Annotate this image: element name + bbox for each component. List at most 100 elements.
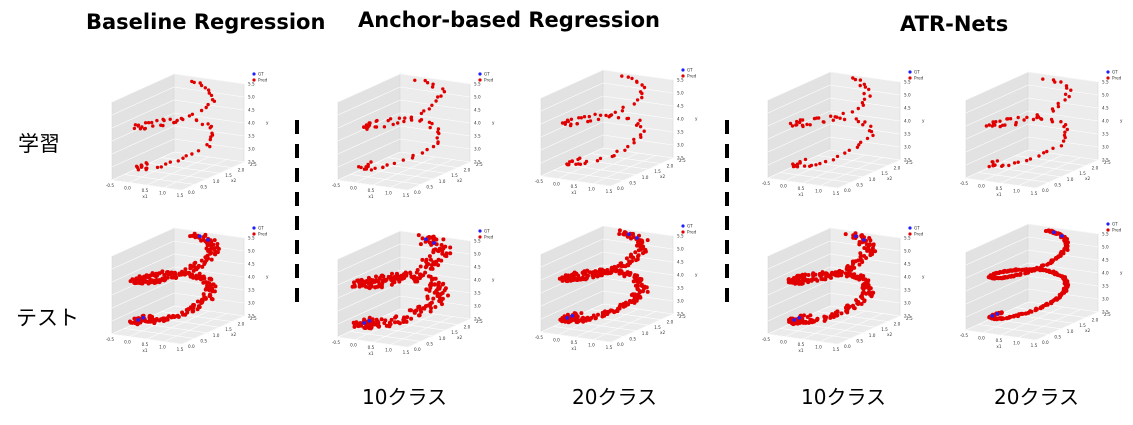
legend-gt-label: GT: [484, 229, 490, 234]
chart-p4: -0.5 0.0 0.5 1.0 1.50.00.51.01.52.02.52.53.0…: [762, 70, 925, 197]
gt-point: [206, 238, 210, 242]
x2-tick-label: 1.5: [654, 169, 661, 174]
pred-point: [431, 296, 436, 301]
x2-tick-label: 0.0: [844, 344, 851, 349]
x2-axis-label: x2: [457, 335, 462, 340]
z-tick-label: 3.5: [677, 130, 684, 135]
grid-line: [829, 71, 901, 83]
pred-point: [130, 320, 135, 325]
pred-point: [132, 126, 137, 131]
pred-point: [630, 259, 634, 264]
grid-line: [837, 315, 901, 345]
x1-tick-label: 0.5: [368, 188, 375, 193]
x2-tick-label: 2.5: [476, 162, 483, 167]
grid-line: [767, 71, 831, 101]
pred-point: [858, 78, 863, 82]
pred-point: [987, 164, 991, 169]
axes-group: -0.5 0.0 0.5 1.0 1.50.00.51.01.52.02.52.53.0…: [762, 71, 925, 197]
pred-point: [148, 313, 153, 318]
x2-tick-label: 0.0: [414, 347, 421, 352]
grid-line: [602, 134, 674, 146]
pred-point: [575, 276, 580, 281]
grid-line: [337, 138, 401, 168]
pred-point: [165, 316, 170, 321]
pred-point: [352, 324, 357, 329]
pred-point: [436, 130, 440, 134]
z-tick-label: 5.0: [1102, 93, 1109, 98]
z-tick-label: 3.0: [677, 143, 684, 148]
pred-point: [208, 293, 213, 298]
pred-point: [851, 303, 855, 308]
x2-tick-label: 0.0: [844, 188, 851, 193]
pred-point: [446, 293, 450, 298]
grid-line: [829, 305, 901, 317]
x2-tick-label: 0.5: [856, 338, 863, 343]
pred-point: [629, 300, 634, 304]
chart-p5: -0.5 0.0 0.5 1.0 1.50.00.51.01.52.02.52.53.0…: [960, 70, 1123, 197]
header-atr: ATR-Nets: [900, 12, 1009, 36]
z-tick-label: 4.0: [904, 119, 911, 124]
pred-point: [436, 285, 441, 290]
pred-point: [366, 125, 370, 129]
x2-tick-label: 1.5: [451, 330, 458, 335]
pred-point: [847, 148, 851, 152]
z-axis-label: y: [492, 277, 495, 282]
x2-tick-label: 1.0: [869, 333, 876, 338]
pred-point: [622, 230, 627, 235]
pred-point: [862, 254, 867, 258]
pred-point: [431, 234, 436, 239]
z-tick-label: 4.0: [904, 275, 911, 280]
pred-point: [209, 296, 214, 301]
z-tick-label: 3.5: [248, 288, 255, 293]
pred-point: [188, 234, 193, 239]
pred-point: [412, 310, 417, 315]
x2-tick-label: 2.5: [476, 319, 483, 324]
z-tick-label: 5.5: [1102, 232, 1109, 237]
pred-point: [603, 309, 607, 314]
grid-line: [337, 99, 401, 129]
pred-series: [132, 79, 217, 172]
x1-tick-label: 1.0: [159, 191, 166, 196]
x1-tick-label: 0.5: [142, 342, 149, 347]
z-tick-label: 3.0: [474, 304, 481, 309]
pred-point: [1049, 117, 1054, 122]
pred-point: [440, 251, 445, 256]
pred-point: [425, 81, 430, 85]
z-tick-label: 5.5: [248, 82, 255, 87]
gt-point: [797, 316, 802, 320]
legend-gt-marker: [908, 226, 912, 230]
pred-point: [1037, 154, 1041, 158]
pred-point: [621, 105, 625, 109]
pred-point: [1051, 78, 1056, 82]
axes-group: -0.5 0.0 0.5 1.0 1.50.00.51.01.52.02.52.53.0…: [535, 225, 698, 351]
pred-point: [418, 242, 423, 247]
axes-group: -0.5 0.0 0.5 1.0 1.50.00.51.01.52.02.52.53.0…: [535, 69, 698, 195]
pred-point: [854, 298, 859, 303]
pred-point: [153, 318, 158, 323]
panel-anchor20-test: -0.5 0.0 0.5 1.0 1.5 0.0 0.5 1.0 1.5 2.0 2.5 2.5 3.0…: [525, 220, 715, 370]
pred-point: [420, 151, 425, 155]
grid-line: [965, 123, 1029, 153]
pred-point: [615, 149, 619, 153]
grid-line: [965, 97, 1029, 127]
pred-point: [374, 125, 379, 129]
pred-point: [802, 313, 806, 318]
pred-point: [210, 98, 215, 102]
pred-point: [827, 273, 832, 278]
x2-tick-label: 0.5: [1054, 334, 1061, 339]
pred-point: [370, 321, 375, 326]
pred-point: [432, 282, 437, 287]
grid-line: [337, 256, 401, 286]
gt-point: [367, 319, 372, 323]
grid-line: [111, 253, 175, 283]
pred-point: [857, 143, 861, 147]
pred-point: [181, 156, 185, 160]
z-tick-label: 3.5: [474, 291, 481, 296]
pred-point: [206, 102, 210, 107]
pred-point: [636, 122, 640, 126]
chart-p10: -0.5 0.0 0.5 1.0 1.50.00.51.01.52.02.52.53.0…: [960, 222, 1123, 349]
x2-tick-label: 0.0: [414, 190, 421, 195]
x2-tick-label: 0.0: [1042, 340, 1049, 345]
z-tick-label: 4.5: [474, 265, 481, 270]
